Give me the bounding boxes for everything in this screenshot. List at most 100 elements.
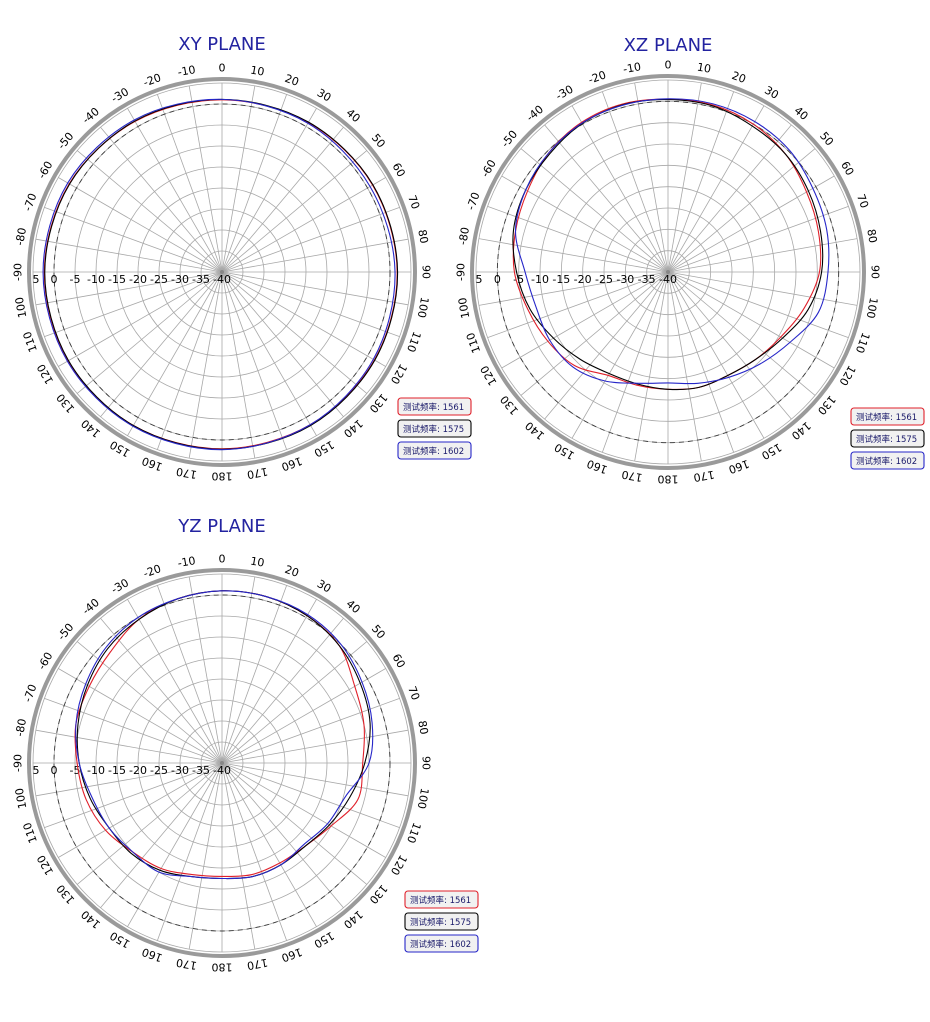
grid-spoke — [44, 206, 223, 273]
angle-tick-label: -20 — [587, 68, 608, 86]
radial-tick-label: 5 — [33, 764, 40, 777]
grid-spoke — [156, 762, 223, 941]
radial-tick-label: -30 — [171, 764, 189, 777]
angle-tick-label: 10 — [696, 61, 712, 76]
grid-spoke — [478, 271, 669, 306]
angle-tick-label: 60 — [390, 652, 408, 671]
grid-spoke — [571, 271, 669, 439]
grid-spoke — [76, 641, 223, 764]
grid-spoke — [667, 271, 735, 453]
grid-spoke — [667, 105, 765, 273]
angle-tick-label: -90 — [455, 263, 468, 281]
grid-spoke — [188, 762, 223, 950]
radial-tick-label: -40 — [213, 764, 231, 777]
angle-tick-label: 170 — [692, 468, 715, 484]
grid-spoke — [221, 729, 409, 764]
legend-item-box — [404, 934, 479, 953]
legend: 测试频率: 1561 测试频率: 1575 测试频率: 1602 — [850, 407, 925, 470]
grid-spoke — [221, 668, 386, 764]
grid-spoke — [221, 641, 368, 764]
angle-tick-label: -70 — [21, 192, 39, 213]
legend-item-box — [404, 890, 479, 909]
legend-item-box — [850, 451, 925, 470]
legend: 测试频率: 1561 测试频率: 1575 测试频率: 1602 — [397, 397, 472, 460]
grid-spoke — [667, 271, 849, 339]
angle-tick-label: -70 — [21, 683, 39, 704]
angle-tick-label: 90 — [420, 756, 433, 770]
angle-tick-label: -20 — [142, 562, 163, 580]
grid-spoke — [221, 762, 288, 941]
legend-item-box — [397, 441, 472, 460]
angle-tick-label: 170 — [246, 956, 269, 972]
angle-tick-label: -10 — [177, 63, 197, 79]
legend-item-label: 测试频率: 1561 — [856, 412, 917, 423]
radial-tick-label: -25 — [595, 273, 613, 286]
grid-spoke — [100, 271, 223, 418]
radial-tick-label: -20 — [129, 764, 147, 777]
legend-item-label: 测试频率: 1575 — [410, 917, 471, 928]
grid-spoke — [35, 238, 223, 273]
angle-tick-label: 30 — [315, 86, 334, 104]
grid-spoke — [221, 271, 317, 436]
angle-tick-label: -80 — [456, 226, 472, 246]
grid-spoke — [667, 271, 792, 420]
grid-spoke — [44, 697, 223, 764]
grid-spoke — [221, 206, 400, 273]
grid-spoke — [156, 94, 223, 273]
radial-tick-label: -20 — [574, 273, 592, 286]
chart-title: YZ PLANE — [177, 516, 266, 537]
angle-tick-label: 100 — [13, 787, 29, 810]
grid-spoke — [127, 599, 223, 764]
grid-spoke — [221, 108, 317, 273]
legend-item-label: 测试频率: 1602 — [410, 939, 471, 950]
grid-spoke — [667, 271, 816, 396]
angle-tick-label: 20 — [283, 563, 301, 580]
pattern-curve-1602 — [42, 98, 396, 451]
angle-tick-label: 170 — [175, 956, 198, 972]
radial-tick-label: -15 — [108, 273, 126, 286]
grid-spoke — [221, 762, 317, 927]
grid-spoke — [221, 762, 368, 885]
angle-tick-label: 0 — [219, 553, 226, 566]
angle-tick-label: -20 — [142, 71, 163, 89]
grid-spoke — [501, 271, 669, 369]
polar-grid — [32, 573, 412, 953]
radial-tick-label: -10 — [87, 764, 105, 777]
angle-tick-label: 0 — [219, 62, 226, 75]
grid-spoke — [100, 617, 223, 764]
grid-spoke — [156, 585, 223, 764]
radial-tick-label: -25 — [150, 764, 168, 777]
grid-spoke — [221, 617, 344, 764]
legend-item-label: 测试频率: 1602 — [403, 446, 464, 457]
grid-spoke — [44, 762, 223, 829]
grid-spoke — [221, 762, 256, 950]
grid-spoke — [667, 271, 702, 462]
radial-tick-label: -15 — [108, 764, 126, 777]
grid-spoke — [221, 271, 400, 338]
legend-item-box — [397, 419, 472, 438]
legend-item-label: 测试频率: 1575 — [856, 434, 917, 445]
angle-tick-label: 180 — [212, 961, 233, 974]
grid-spoke — [478, 238, 669, 273]
reference-circle — [53, 594, 391, 932]
radial-tick-label: -30 — [171, 273, 189, 286]
grid-spoke — [601, 91, 669, 273]
grid-spoke — [127, 762, 223, 927]
angle-tick-label: 180 — [212, 470, 233, 483]
grid-spoke — [221, 85, 256, 273]
grid-spoke — [667, 148, 816, 273]
grid-spoke — [221, 238, 409, 273]
reference-circle — [496, 100, 840, 444]
angle-tick-label: -90 — [12, 263, 25, 281]
angle-tick-label: 180 — [658, 473, 679, 486]
grid-spoke — [100, 126, 223, 273]
grid-spoke — [221, 271, 344, 418]
angle-tick-label: 60 — [390, 161, 408, 180]
grid-spoke — [221, 150, 368, 273]
grid-spoke — [601, 271, 669, 453]
grid-spoke — [667, 205, 849, 273]
angle-tick-label: 100 — [415, 787, 431, 810]
grid-spoke — [221, 599, 317, 764]
angle-tick-label: 70 — [405, 684, 422, 702]
